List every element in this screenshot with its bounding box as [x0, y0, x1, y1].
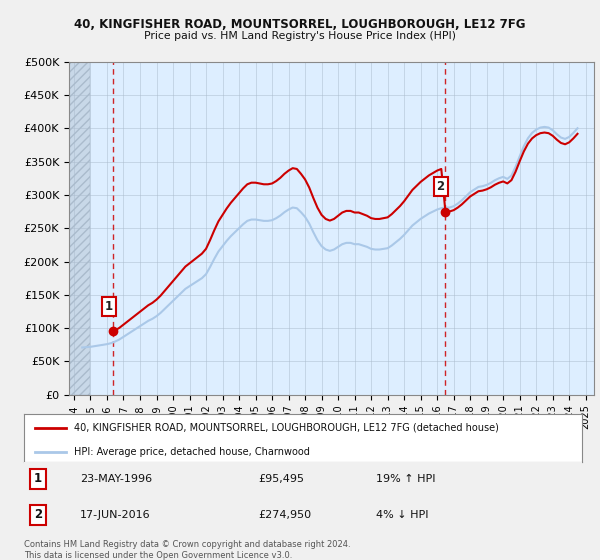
Text: 23-MAY-1996: 23-MAY-1996 — [80, 474, 152, 484]
Text: 19% ↑ HPI: 19% ↑ HPI — [376, 474, 435, 484]
Text: 2: 2 — [34, 508, 42, 521]
Text: 40, KINGFISHER ROAD, MOUNTSORREL, LOUGHBOROUGH, LE12 7FG (detached house): 40, KINGFISHER ROAD, MOUNTSORREL, LOUGHB… — [74, 423, 499, 433]
Text: 1: 1 — [105, 300, 113, 313]
Text: £274,950: £274,950 — [259, 510, 311, 520]
Text: 17-JUN-2016: 17-JUN-2016 — [80, 510, 151, 520]
Text: 4% ↓ HPI: 4% ↓ HPI — [376, 510, 428, 520]
Text: 2: 2 — [437, 180, 445, 193]
Text: 1: 1 — [34, 472, 42, 485]
Text: Contains HM Land Registry data © Crown copyright and database right 2024.
This d: Contains HM Land Registry data © Crown c… — [24, 540, 350, 560]
Text: Price paid vs. HM Land Registry's House Price Index (HPI): Price paid vs. HM Land Registry's House … — [144, 31, 456, 41]
Text: £95,495: £95,495 — [259, 474, 304, 484]
Text: 40, KINGFISHER ROAD, MOUNTSORREL, LOUGHBOROUGH, LE12 7FG: 40, KINGFISHER ROAD, MOUNTSORREL, LOUGHB… — [74, 18, 526, 31]
Text: HPI: Average price, detached house, Charnwood: HPI: Average price, detached house, Char… — [74, 446, 310, 456]
